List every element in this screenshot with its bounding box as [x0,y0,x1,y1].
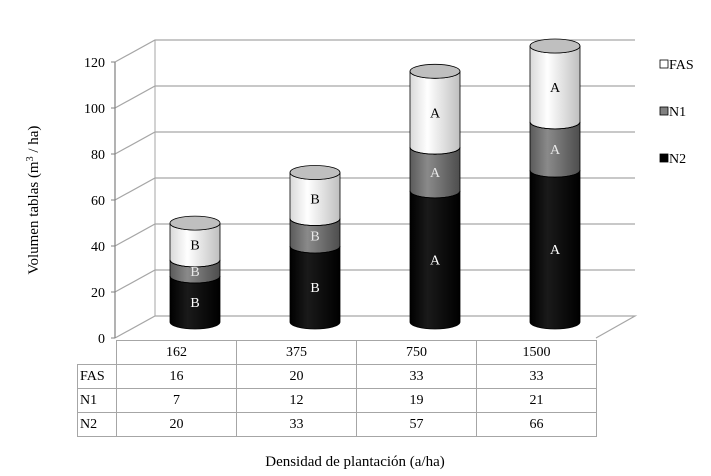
y-tick-label: 20 [91,286,105,301]
y-tick-label: 100 [84,102,105,117]
bar-top-cap [289,165,341,180]
gridline [114,131,635,155]
data-table-header-row: 162 375 750 1500 [77,340,597,365]
significance-letter: A [430,166,441,181]
y-axis-title: Volumen tablas (m3 / ha) [25,126,43,275]
y-tick-label: 80 [91,148,105,163]
gridline [114,85,635,109]
significance-letter: A [550,81,561,96]
legend-swatch-fas [659,59,669,69]
legend-label-n1: N1 [669,105,686,120]
data-table-header-cell: 1500 [476,340,597,365]
y-tick-label: 120 [84,56,105,71]
x-axis-title: Densidad de plantación (a/ha) [265,454,445,470]
data-table-cell: 19 [356,388,477,413]
y-tick-label: 0 [98,332,105,347]
data-table-row-n2: N2 20 33 57 66 [77,412,597,437]
data-table-cell: 16 [116,364,237,389]
bar-top-cap [529,38,581,54]
y-tick-label: 40 [91,240,105,255]
data-table-cell: 33 [236,412,357,437]
data-table-cell: 7 [116,388,237,413]
gridlines [114,39,638,339]
legend-label-fas: FAS [669,58,694,73]
data-table-header-cell: 750 [356,340,477,365]
legend: FAS N1 N2 [659,58,694,167]
bar-top-cap [409,63,461,79]
significance-letter: A [430,253,441,268]
data-table-cell: 20 [236,364,357,389]
legend-swatch-n1 [659,106,669,116]
significance-letter: B [310,229,319,244]
data-table-cell: 20 [116,412,237,437]
bar-stack-375: B B B [289,165,341,330]
data-table-row-n1: N1 7 12 19 21 [77,388,597,413]
significance-letter: A [550,143,561,158]
y-tick-label: 60 [91,194,105,209]
data-table-header-cell: 162 [116,340,237,365]
bar-stack-162: BBB [169,215,221,330]
data-table-cell: 21 [476,388,597,413]
significance-letter: B [190,296,199,311]
significance-letter: B [310,281,319,296]
gridline [114,269,635,293]
data-table-cell: 57 [356,412,477,437]
data-table-row-fas: FAS 16 20 33 33 [77,364,597,389]
data-table-row-label: N1 [77,388,117,413]
bar-top-cap [169,215,221,231]
bar-stack-1500: A A A [529,38,581,330]
gridline [114,223,635,247]
data-table-corner [77,340,117,365]
significance-letter: B [190,239,199,254]
data-table: 162 375 750 1500 FAS 16 20 33 33 N1 7 12… [77,340,597,437]
gridline [114,39,635,63]
data-table-row-label: FAS [77,364,117,389]
data-table-row-label: N2 [77,412,117,437]
legend-label-n2: N2 [669,152,686,167]
data-table-cell: 66 [476,412,597,437]
gridline [114,177,635,201]
y-axis: 0 20 40 60 80 100 120 [84,56,116,347]
significance-letter: B [190,265,199,280]
bar-stack-750: A A A [409,63,461,330]
data-table-cell: 33 [476,364,597,389]
significance-letter: A [550,243,561,258]
legend-swatch-n2 [659,153,669,163]
significance-letter: A [430,106,441,121]
data-table-cell: 12 [236,388,357,413]
data-table-cell: 33 [356,364,477,389]
data-table-header-cell: 375 [236,340,357,365]
significance-letter: B [310,193,319,208]
